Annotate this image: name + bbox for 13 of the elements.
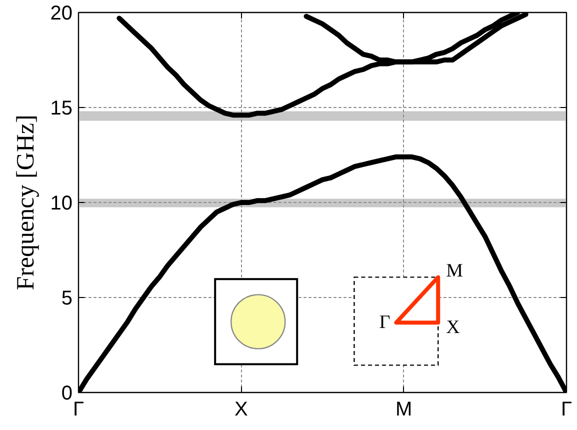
x-tick-label: Γ (72, 398, 84, 420)
annotation: X (446, 317, 460, 338)
y-axis-title: Frequency [GHz] (12, 114, 40, 290)
annotation: Γ (379, 312, 390, 334)
y-tick-label: 0 (61, 382, 72, 404)
x-tick-label: X (234, 398, 248, 420)
y-tick-label: 15 (50, 98, 73, 120)
x-tick-label: M (396, 398, 412, 420)
y-tick-label: 10 (50, 192, 73, 214)
y-tick-label: 20 (50, 2, 73, 24)
y-tick-label: 5 (61, 288, 72, 310)
x-tick-label: Γ (560, 398, 572, 420)
annotation: M (446, 260, 464, 282)
